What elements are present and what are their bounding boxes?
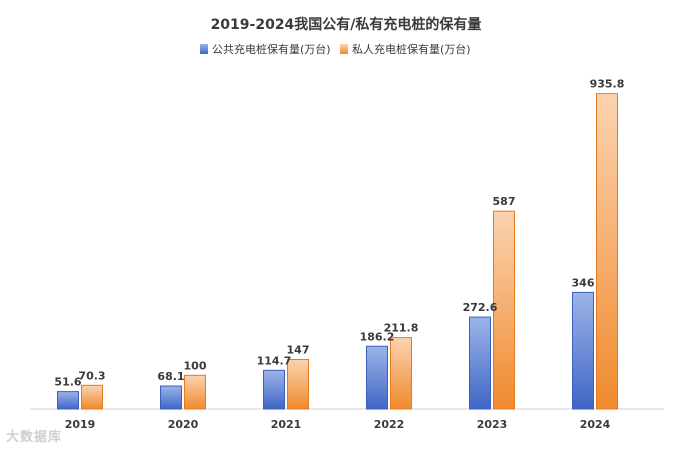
x-tick-2021: 2021	[271, 418, 302, 431]
data-label-private-2019: 70.3	[78, 369, 105, 382]
bar-private-2020	[184, 374, 206, 410]
data-label-private-2024: 935.8	[590, 78, 625, 91]
bar-private-2021	[287, 358, 309, 410]
data-label-private-2022: 211.8	[384, 322, 419, 335]
bar-private-2024	[596, 93, 618, 410]
data-label-private-2020: 100	[184, 359, 207, 372]
bar-private-2023	[493, 210, 515, 410]
x-tick-2019: 2019	[65, 418, 96, 431]
chart-title: 2019-2024我国公有/私有充电桩的保有量	[211, 16, 482, 33]
bar-public-2019	[57, 391, 79, 410]
data-label-public-2024: 346	[572, 276, 595, 289]
legend: 公共充电桩保有量(万台) 私人充电桩保有量(万台)	[200, 42, 471, 56]
bar-public-2024	[572, 291, 594, 410]
legend-label-private: 私人充电桩保有量(万台)	[352, 42, 471, 56]
legend-label-public: 公共充电桩保有量(万台)	[212, 42, 331, 56]
x-tick-2024: 2024	[580, 418, 611, 431]
bar-private-2022	[390, 337, 412, 410]
bars	[57, 93, 618, 410]
bar-public-2023	[469, 316, 491, 410]
x-tick-2022: 2022	[374, 418, 405, 431]
data-label-public-2023: 272.6	[463, 301, 498, 314]
data-label-public-2020: 68.1	[157, 370, 184, 383]
legend-swatch-private	[340, 44, 348, 54]
data-label-public-2022: 186.2	[360, 330, 395, 343]
bar-public-2021	[263, 369, 285, 410]
x-tick-2023: 2023	[477, 418, 508, 431]
bar-public-2020	[160, 385, 182, 410]
bar-public-2022	[366, 345, 388, 410]
legend-swatch-public	[200, 44, 208, 54]
x-axis-ticks: 2019 2020 2021 2022 2023 2024	[65, 418, 611, 431]
bar-private-2019	[81, 384, 103, 410]
x-tick-2020: 2020	[168, 418, 199, 431]
data-label-public-2021: 114.7	[257, 354, 292, 367]
data-label-private-2023: 587	[493, 195, 516, 208]
data-label-public-2019: 51.6	[54, 376, 81, 389]
watermark: 大数据库	[6, 430, 63, 445]
data-label-private-2021: 147	[287, 343, 310, 356]
